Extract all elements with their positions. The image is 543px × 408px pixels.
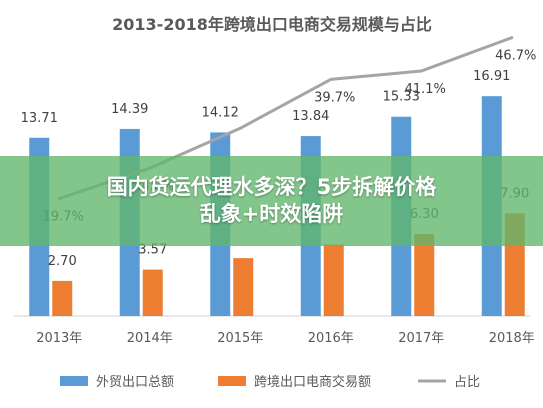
legend-export-total-label: 外贸出口总额 [96,375,174,390]
x-tick-1: 2013年 [36,331,82,346]
chart-title: 2013-2018年跨境出口电商交易规模与占比 [112,15,432,34]
bar-cross-border-1 [52,280,73,316]
label-share-6: 46.7% [495,49,536,64]
headline-line-1: 国内货运代理水多深？5步拆解价格 [106,175,437,199]
headline-line-2: 乱象+时效陷阱 [199,202,344,226]
label-export-total-3: 14.12 [202,105,239,120]
legend-export-total-swatch [60,376,88,386]
share-point-4 [329,77,333,81]
share-point-6 [510,36,514,40]
legend-share-label: 占比 [454,375,480,390]
legend: 外贸出口总额 跨境出口电商交易额 占比 [60,374,480,390]
label-export-total-6: 16.91 [473,69,510,84]
label-export-total-4: 13.84 [292,109,329,124]
x-tick-5: 2017年 [398,331,444,346]
share-point-3 [238,126,242,130]
headline-banner: 国内货运代理水多深？5步拆解价格 乱象+时效陷阱 [0,156,543,246]
x-tick-4: 2016年 [308,331,354,346]
label-share-4: 39.7% [314,90,355,105]
label-export-total-5: 15.33 [383,90,420,105]
x-tick-labels: 2013年 2014年 2015年 2016年 2017年 2018年 [36,331,535,346]
legend-cross-border-swatch [218,376,246,386]
bar-cross-border-3 [233,258,254,316]
label-cross-border-1: 2.70 [48,254,77,269]
share-point-5 [419,69,423,73]
x-tick-3: 2015年 [217,331,263,346]
x-tick-6: 2018年 [489,331,535,346]
label-export-total-1: 13.71 [21,111,58,126]
x-tick-2: 2014年 [127,331,173,346]
bar-cross-border-5 [414,234,435,316]
bar-cross-border-2 [142,269,163,316]
label-cross-border-2: 3.57 [138,243,167,258]
label-export-total-2: 14.39 [111,102,148,117]
label-share-5: 41.1% [405,82,446,97]
bar-cross-border-4 [323,244,344,316]
legend-cross-border-label: 跨境出口电商交易额 [254,374,371,390]
